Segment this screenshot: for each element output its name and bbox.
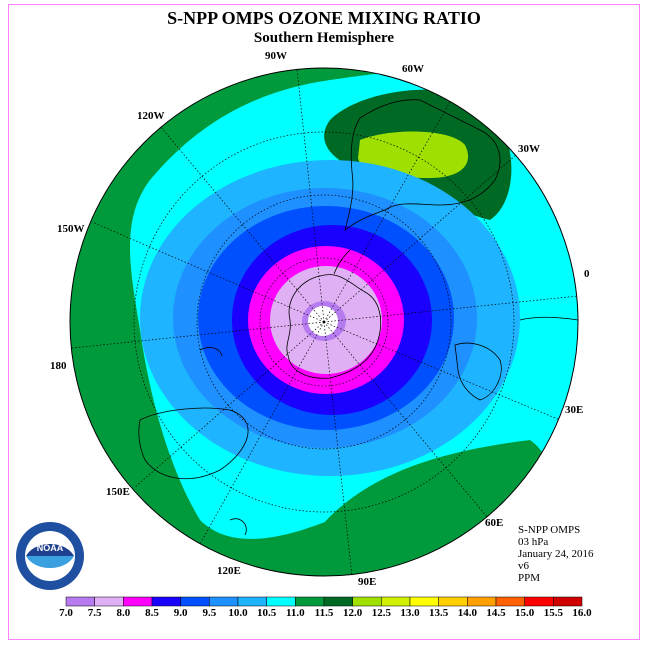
lon-label-150e: 150E — [106, 486, 130, 498]
colorbar-swatch — [266, 596, 296, 607]
figure-frame — [8, 4, 640, 640]
colorbar-swatch — [524, 596, 554, 607]
noaa-logo-text: NOAA — [37, 543, 64, 553]
south-america-coast — [344, 99, 501, 232]
coastlines — [138, 99, 579, 536]
colorbar-tick-label: 7.5 — [87, 607, 102, 619]
colorbar-tick-label: 13.5 — [429, 607, 449, 619]
colorbar-swatch — [94, 596, 124, 607]
colorbar-tick-label: 10.0 — [228, 607, 248, 619]
info-instrument: S-NPP OMPS — [518, 524, 581, 536]
colorbar — [65, 596, 583, 607]
antarctica-coast — [286, 274, 382, 379]
tasmania-coast — [229, 518, 247, 536]
colorbar-swatch — [123, 596, 153, 607]
colorbar-tick-label: 16.0 — [572, 607, 592, 619]
lon-label-30e: 30E — [565, 404, 584, 416]
colorbar-tick-label: 7.0 — [59, 607, 73, 619]
colorbar-swatch — [352, 596, 382, 607]
colorbar-swatch — [438, 596, 468, 607]
colorbar-swatch — [467, 596, 497, 607]
colorbar-tick-label: 11.0 — [286, 607, 305, 619]
colorbar-swatch — [495, 596, 525, 607]
lon-label-180: 180 — [50, 360, 67, 372]
colorbar-swatch — [65, 596, 95, 607]
lon-label-60w: 60W — [402, 63, 424, 75]
colorbar-swatch — [409, 596, 439, 607]
lon-label-90e: 90E — [358, 576, 377, 588]
colorbar-tick-label: 12.0 — [343, 607, 363, 619]
lon-label-0: 0 — [584, 268, 590, 280]
info-date: January 24, 2016 — [518, 548, 594, 560]
africa-tip — [519, 316, 579, 321]
lon-label-60e: 60E — [485, 517, 504, 529]
australia-coast — [138, 407, 249, 480]
antarctic-peninsula — [333, 249, 351, 275]
colorbar-swatch — [295, 596, 325, 607]
info-units: PPM — [518, 572, 541, 584]
graticule — [71, 68, 579, 577]
colorbar-tick-label: 11.5 — [314, 607, 334, 619]
info-block: S-NPP OMPS 03 hPa January 24, 2016 v6 PP… — [518, 524, 593, 584]
lon-label-150w: 150W — [57, 223, 85, 235]
colorbar-tick-label: 9.5 — [202, 607, 217, 619]
colorbar-tick-label: 14.5 — [486, 607, 506, 619]
ozone-field — [70, 68, 578, 576]
colorbar-swatch — [151, 596, 181, 607]
colorbar-tick-label: 10.5 — [257, 607, 277, 619]
info-level: 03 hPa — [518, 536, 549, 548]
lon-label-90w: 90W — [265, 50, 287, 62]
info-version: v6 — [518, 560, 529, 572]
colorbar-tick-label: 8.0 — [116, 607, 131, 619]
lon-label-120e: 120E — [217, 565, 241, 577]
colorbar-swatch — [237, 596, 267, 607]
map-subtitle: Southern Hemisphere — [253, 30, 395, 46]
colorbar-tick-label: 8.5 — [145, 607, 159, 619]
colorbar-tick-label: 15.0 — [515, 607, 535, 619]
map-title: S-NPP OMPS OZONE MIXING RATIO — [167, 8, 481, 28]
lon-label-30w: 30W — [518, 143, 540, 155]
colorbar-tick-label: 15.5 — [543, 607, 563, 619]
colorbar-tick-label: 9.0 — [173, 607, 188, 619]
band-12-0 — [358, 131, 469, 178]
lon-label-120w: 120W — [137, 110, 165, 122]
colorbar-tick-label: 13.0 — [400, 607, 420, 619]
map-boundary — [69, 67, 579, 577]
colorbar-swatch — [323, 596, 353, 607]
nz-coast — [199, 347, 223, 357]
colorbar-swatch — [381, 596, 411, 607]
colorbar-tick-label: 14.0 — [457, 607, 477, 619]
africa-coast — [454, 342, 502, 401]
colorbar-swatch — [553, 596, 583, 607]
noaa-logo: NOAA — [16, 522, 84, 590]
colorbar-tick-label: 12.5 — [371, 607, 391, 619]
colorbar-swatch — [209, 596, 239, 607]
colorbar-swatch — [180, 596, 210, 607]
